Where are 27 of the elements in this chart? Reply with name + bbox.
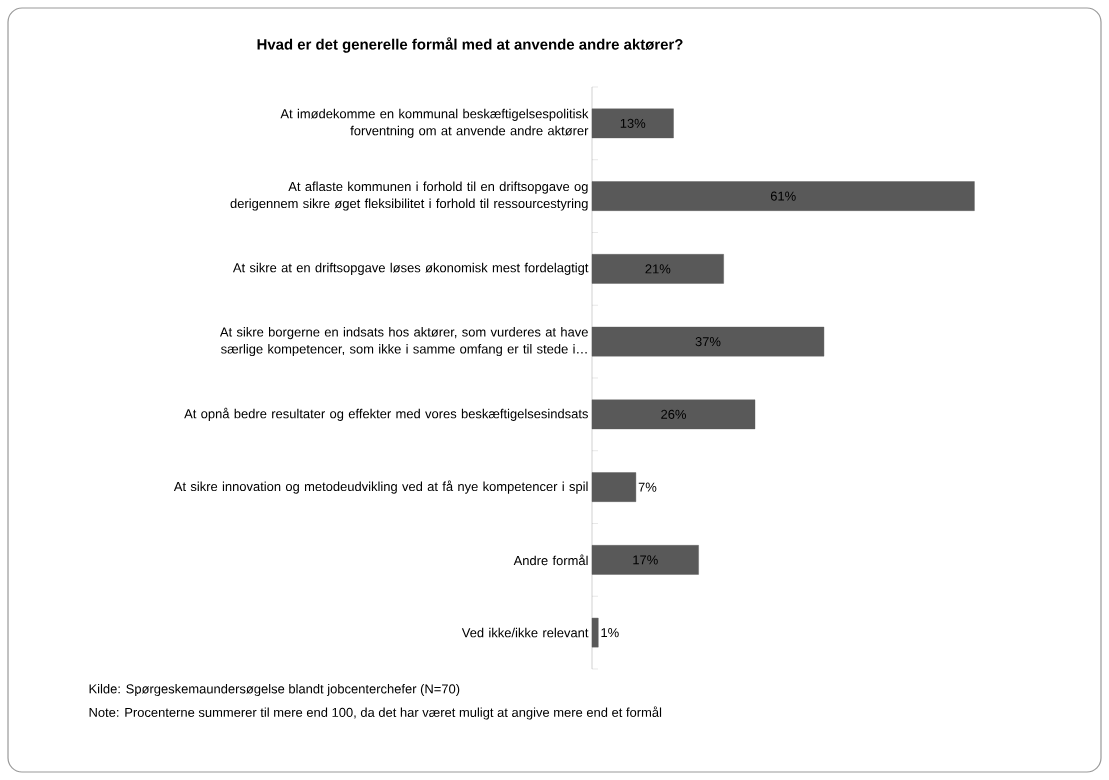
data-label: 21% [645,264,671,274]
y-tick-label: At imødekomme en kommunal beskæftigelsespolitisk forventning om at anvende andre aktører [280,108,589,138]
bar [591,326,825,357]
bar [591,181,975,211]
y-tick-label: At sikre at en driftsopgave løses økonomisk mest fordelagtigt [232,262,589,275]
data-label: 7% [638,482,657,492]
text: Kilde: Spørgeskemaundersøgelse blandt jobcenterchefer (N=70) [89,683,460,697]
data-label: 26% [661,409,687,419]
y-tick-label: At sikre innovation og metodeudvikling ved at få nye kompetencer i spil [173,480,588,494]
y-tick-label: At aflaste kommunen i forhold til en driftsopgave og derigennem sikre øget fleksibilitet i forhold til ressourcestyring [230,181,588,211]
data-label: 61% [770,191,796,201]
y-tick-label: At sikre borgerne en indsats hos aktører, som vurderes at have særlige kompetencer, som ikke i samme omfang er til stede i… [219,327,588,357]
bar [591,545,699,575]
data-label: 1% [601,628,619,638]
bar [591,617,599,648]
bar [591,254,724,284]
y-tick-label: Andre formål [513,554,588,566]
data-label: 37% [695,337,721,347]
y-tick-label: Ved ikke/ikke relevant [461,627,589,638]
y-tick-label: At opnå bedre resultater og effekter med vores beskæftigelsesindsats [184,407,588,421]
bar [591,399,756,430]
bar [591,472,637,502]
bar [591,108,674,139]
text: Note: Procenterne summerer til mere end 100, da det har været muligt at angive mere end et formål [89,706,662,720]
text: Hvad er det generelle formål med at anvende andre aktører? [257,37,683,53]
data-label: 17% [633,555,658,565]
data-label: 13% [620,118,646,128]
